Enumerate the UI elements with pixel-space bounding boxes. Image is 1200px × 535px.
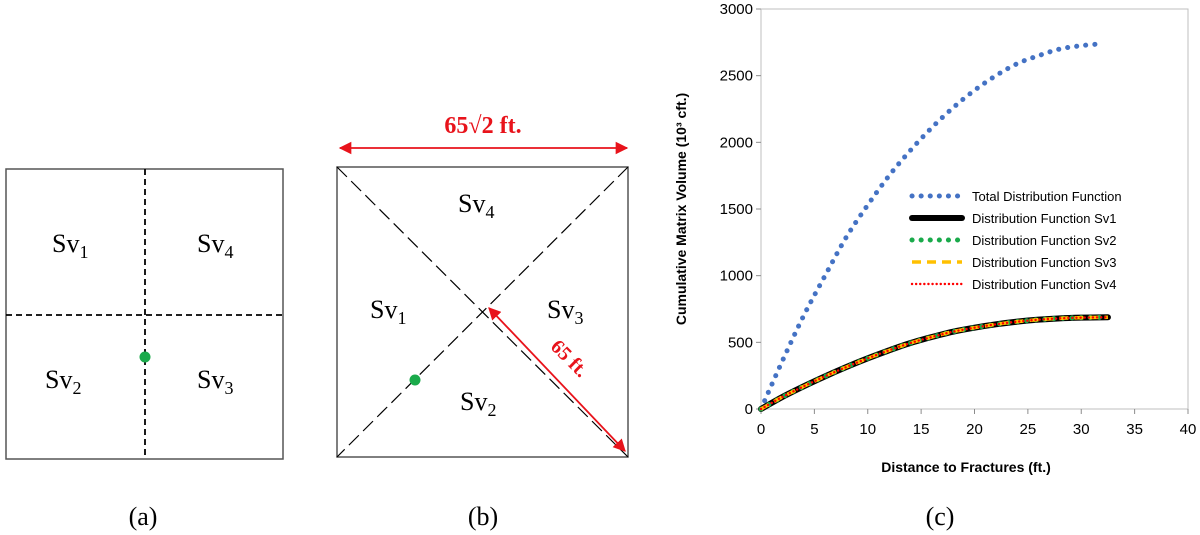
panel-b-square <box>336 166 629 458</box>
x-tick-label: 0 <box>757 421 765 438</box>
panel-b: 65√2 ft. 65 ft. Sv4 Sv1 Sv3 Sv2 (b) <box>336 113 629 531</box>
panel-b-region-label-4: Sv4 <box>458 189 494 222</box>
panel-a-well-marker <box>139 351 151 363</box>
panel-b-region-label-1: Sv1 <box>370 295 406 328</box>
panel-a-region-label-1: Sv1 <box>52 229 88 262</box>
panel-b-diagonal-2 <box>336 166 629 458</box>
series-line-4 <box>760 315 1108 411</box>
x-tick-label: 30 <box>1073 421 1090 438</box>
x-tick-label: 5 <box>810 421 818 438</box>
plot-area-border <box>760 8 1189 410</box>
series-line-2 <box>758 314 1111 412</box>
panel-a-region-label-4: Sv4 <box>197 229 233 262</box>
panel-a-region-label-3: Sv3 <box>197 365 233 398</box>
series-line-3 <box>758 314 1111 412</box>
panel-b-half-diagonal-arrow <box>488 307 626 452</box>
legend-label-5: Distribution Function Sv4 <box>972 277 1117 292</box>
y-tick-label: 3000 <box>720 1 753 18</box>
legend-label-2: Distribution Function Sv1 <box>972 211 1117 226</box>
legend-label-3: Distribution Function Sv2 <box>972 233 1117 248</box>
x-tick-label: 40 <box>1180 421 1197 438</box>
panel-b-region-label-3: Sv3 <box>547 295 583 328</box>
panel-a: Sv1 Sv4 Sv2 Sv3 (a) <box>5 168 284 531</box>
panel-c: 0 5 10 15 20 25 30 35 40 0 500 1000 1500 2000 2500 300… <box>673 1 1196 531</box>
y-tick-label: 0 <box>745 401 753 418</box>
series-line-1 <box>758 41 1106 412</box>
panel-b-width-label: 65√2 ft. <box>444 113 521 139</box>
y-tick-label: 2000 <box>720 134 753 151</box>
panel-b-region-label-2: Sv2 <box>460 387 496 420</box>
panel-a-caption: (a) <box>129 502 158 531</box>
x-tick-label: 10 <box>859 421 876 438</box>
y-tick-label: 1000 <box>720 268 753 285</box>
panel-b-caption: (b) <box>468 502 498 531</box>
x-tick-label: 20 <box>966 421 983 438</box>
y-tick-label: 1500 <box>720 201 753 218</box>
y-axis-label: Cumulative Matrix Volume (10³ cft.) <box>673 93 689 325</box>
legend: Total Distribution Function Distribution … <box>909 189 1122 292</box>
legend-label-1: Total Distribution Function <box>972 189 1122 204</box>
x-tick-label: 35 <box>1126 421 1143 438</box>
x-tick-label: 25 <box>1020 421 1037 438</box>
panel-b-well-marker <box>409 374 421 386</box>
legend-label-4: Distribution Function Sv3 <box>972 255 1117 270</box>
series-line-5 <box>759 316 1110 411</box>
panel-c-caption: (c) <box>926 502 955 531</box>
y-axis-ticks: 0 500 1000 1500 2000 2500 3000 <box>720 1 761 418</box>
y-tick-label: 500 <box>728 334 753 351</box>
series-layer <box>758 41 1111 412</box>
x-axis-ticks: 0 5 10 15 20 25 30 35 40 <box>757 409 1197 438</box>
panel-a-region-label-2: Sv2 <box>45 365 81 398</box>
x-axis-label: Distance to Fractures (ft.) <box>881 459 1051 475</box>
plot-frame <box>760 8 1189 410</box>
x-tick-label: 15 <box>913 421 930 438</box>
y-tick-label: 2500 <box>720 68 753 85</box>
